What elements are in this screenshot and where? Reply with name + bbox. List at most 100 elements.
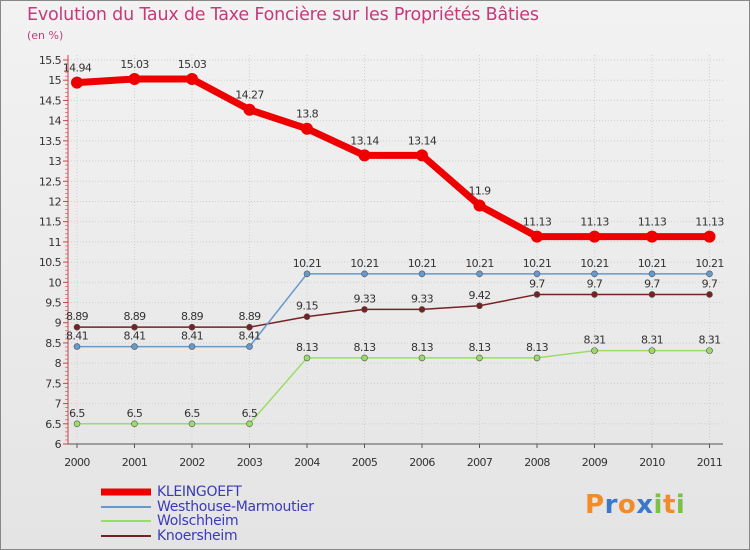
data-point — [418, 270, 426, 278]
data-label: 8.31 — [583, 334, 605, 347]
data-label: 9.33 — [411, 292, 434, 305]
data-label: 13.8 — [296, 108, 319, 121]
data-point — [706, 291, 713, 298]
data-point — [648, 347, 656, 354]
data-label: 9.7 — [529, 277, 545, 290]
data-label: 10.21 — [580, 257, 609, 270]
data-point — [361, 270, 368, 278]
data-point — [706, 270, 713, 278]
data-point — [303, 270, 311, 278]
data-label: 8.13 — [468, 341, 491, 354]
legend-label: KLEINGOEFT — [157, 484, 242, 501]
data-label: 11.13 — [580, 216, 609, 229]
data-point — [588, 230, 601, 243]
data-label: 9.42 — [468, 289, 490, 302]
data-label: 15.03 — [178, 58, 207, 71]
x-tick-label: 2011 — [697, 456, 723, 469]
legend-item: Knoersheim — [101, 528, 314, 544]
data-point — [243, 103, 256, 116]
y-tick-label: 8.5 — [45, 337, 61, 350]
series-kleingoeft — [71, 72, 716, 243]
data-point — [131, 323, 138, 331]
data-point — [246, 420, 253, 428]
series-westhouse-marmoutier — [73, 270, 713, 350]
y-axis-ticks: 6 6.5 7 7.5 8 8.5 9 9.5 10 10.5 11 11.5 12 12.5 13 13.5… — [39, 54, 68, 451]
data-point — [476, 302, 483, 310]
y-tick-label: 15 — [48, 74, 61, 87]
y-tick-label: 11.5 — [39, 216, 62, 229]
legend-swatch — [101, 534, 151, 537]
y-tick-label: 14.5 — [39, 94, 62, 107]
x-tick-label: 2008 — [524, 456, 550, 469]
legend-swatch — [101, 488, 151, 496]
data-label: 9.15 — [296, 300, 319, 313]
data-label: 14.94 — [63, 62, 92, 75]
data-label: 15.03 — [120, 58, 149, 71]
data-point — [73, 343, 81, 350]
data-point — [361, 354, 368, 362]
data-label: 11.13 — [695, 216, 724, 229]
data-label: 8.41 — [181, 330, 203, 343]
data-label: 11.13 — [523, 216, 552, 229]
data-point — [591, 270, 598, 278]
data-labels-layer: 6.5 6.5 6.5 6.5 8.13 8.13 8.13 8.13 8.13 8.31 8.31… — [63, 58, 725, 420]
data-label: 8.41 — [123, 330, 145, 343]
data-label: 8.13 — [411, 341, 434, 354]
data-point — [703, 230, 716, 243]
data-point — [128, 72, 141, 85]
data-point — [476, 270, 483, 278]
data-label: 6.5 — [69, 407, 85, 420]
proxiti-logo: Proxiti — [585, 490, 685, 520]
data-label: 8.13 — [296, 341, 319, 354]
data-label: 14.27 — [235, 89, 264, 102]
series-line — [76, 293, 711, 328]
data-label: 8.31 — [698, 334, 720, 347]
y-tick-label: 10 — [48, 276, 61, 289]
data-point — [131, 343, 138, 350]
data-point — [73, 323, 81, 331]
data-point — [533, 270, 541, 278]
y-tick-label: 10.5 — [39, 256, 62, 269]
y-tick-label: 12 — [48, 195, 61, 208]
y-tick-label: 9 — [55, 317, 62, 330]
series-line — [73, 75, 713, 241]
y-tick-label: 13 — [48, 155, 61, 168]
data-point — [188, 343, 196, 350]
logo-letter: i — [653, 490, 663, 520]
logo-letter: t — [662, 490, 676, 520]
y-tick-label: 7.5 — [45, 377, 61, 390]
data-label: 10.21 — [293, 257, 322, 270]
data-label: 8.89 — [238, 310, 261, 323]
y-unit-label: (en %) — [27, 29, 64, 42]
data-point — [131, 420, 138, 428]
data-label: 8.41 — [238, 330, 260, 343]
data-point — [301, 122, 313, 135]
legend-item: KLEINGOEFT — [101, 484, 314, 501]
data-label: 9.33 — [353, 292, 376, 305]
data-label: 6.5 — [184, 407, 200, 420]
data-label: 10.21 — [523, 257, 552, 270]
series-knoersheim — [73, 291, 713, 331]
series-wolschheim — [73, 347, 713, 428]
series-layer — [71, 72, 716, 428]
logo-letter: o — [617, 490, 637, 520]
y-tick-label: 11 — [48, 236, 61, 249]
data-label: 8.13 — [353, 341, 376, 354]
x-axis-ticks: 2000 2001 2002 2003 2004 2005 2006 2007 2008 2009… — [64, 444, 723, 469]
data-label: 8.89 — [66, 310, 89, 323]
data-label: 9.7 — [702, 277, 718, 290]
legend-label: Westhouse-Marmoutier — [157, 498, 314, 515]
data-label: 13.14 — [408, 134, 437, 147]
data-label: 8.89 — [181, 310, 204, 323]
y-tick-label: 12.5 — [39, 175, 62, 188]
data-label: 10.21 — [465, 257, 494, 270]
data-point — [418, 306, 426, 313]
data-point — [591, 347, 598, 354]
y-tick-label: 7 — [55, 398, 62, 411]
data-label: 10.21 — [695, 257, 724, 270]
legend-swatch — [101, 505, 151, 508]
x-tick-label: 2003 — [237, 456, 263, 469]
data-point — [591, 291, 598, 298]
